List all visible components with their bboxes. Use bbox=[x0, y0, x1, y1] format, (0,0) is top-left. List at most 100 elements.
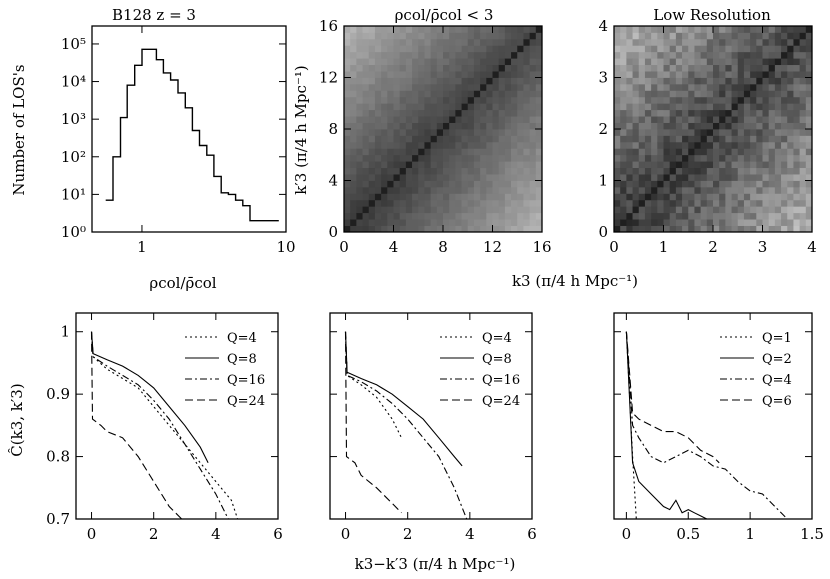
heatmap-cell bbox=[706, 219, 714, 226]
heatmap-cell bbox=[486, 186, 493, 194]
heatmap-cell bbox=[682, 83, 689, 91]
heatmap-cell bbox=[535, 167, 543, 175]
heatmap-cell bbox=[737, 38, 745, 46]
heatmap-cell bbox=[731, 129, 739, 136]
heatmap-cell bbox=[774, 51, 782, 59]
heatmap-cell bbox=[424, 32, 432, 40]
heatmap-cell bbox=[743, 51, 751, 59]
heatmap-cell bbox=[374, 174, 382, 181]
heatmap-cell bbox=[443, 199, 450, 207]
heatmap-cell bbox=[430, 129, 438, 136]
legend-label: Q=16 bbox=[227, 373, 265, 388]
heatmap-cell bbox=[436, 122, 444, 130]
heatmap-cell bbox=[504, 90, 512, 98]
heatmap-cell bbox=[694, 186, 702, 194]
heatmap-cell bbox=[393, 38, 401, 46]
heatmap-cell bbox=[774, 212, 782, 220]
heatmap-cell bbox=[455, 129, 462, 136]
heatmap-cell bbox=[473, 32, 481, 40]
heatmap-cell bbox=[511, 71, 518, 78]
heatmap-cell bbox=[418, 77, 425, 85]
heatmap-cell bbox=[368, 109, 376, 117]
heatmap-cell bbox=[725, 58, 732, 66]
heatmap-cell bbox=[504, 116, 512, 123]
series-line-Q-16 bbox=[344, 331, 468, 519]
heatmap-cell bbox=[374, 32, 382, 40]
heatmap-cell bbox=[492, 103, 500, 111]
heatmap-cell bbox=[620, 90, 627, 98]
heatmap-cell bbox=[523, 206, 531, 214]
heatmap-cell bbox=[688, 90, 695, 98]
heatmap-cell bbox=[663, 122, 671, 130]
heatmap-cell bbox=[713, 225, 720, 233]
heatmap-cell bbox=[750, 38, 757, 46]
heatmap-cell bbox=[473, 58, 481, 66]
heatmap-cell bbox=[498, 212, 506, 220]
heatmap-cell bbox=[694, 206, 702, 214]
heatmap-cell bbox=[743, 186, 751, 194]
heatmap-cell bbox=[436, 180, 444, 188]
heatmap-cell bbox=[393, 109, 401, 117]
heatmap-cell bbox=[523, 199, 531, 207]
heatmap-cell bbox=[393, 186, 401, 194]
heatmap-cell bbox=[737, 96, 745, 104]
heatmap-cell bbox=[799, 64, 807, 72]
heatmap-cell bbox=[344, 186, 351, 194]
heatmap-cell bbox=[620, 116, 627, 123]
heatmap-cell bbox=[669, 141, 677, 149]
heatmap-cell bbox=[374, 219, 382, 226]
heatmap-cell bbox=[626, 83, 633, 91]
heatmap-cell bbox=[511, 186, 518, 194]
heatmap-cell bbox=[393, 32, 401, 40]
heatmap-cell bbox=[651, 174, 658, 181]
heatmap-cell bbox=[455, 71, 462, 78]
heatmap-cell bbox=[762, 26, 770, 33]
heatmap-cell bbox=[781, 64, 788, 72]
heatmap-cell bbox=[430, 148, 438, 156]
heatmap-cell bbox=[449, 193, 456, 201]
heatmap-cell bbox=[781, 58, 788, 66]
heatmap-cell bbox=[793, 141, 801, 149]
heatmap-cell bbox=[387, 154, 394, 162]
heatmap-cell bbox=[449, 90, 456, 98]
heatmap-cell bbox=[461, 58, 469, 66]
heatmap-cell bbox=[793, 199, 801, 207]
x-tick-label: 2 bbox=[149, 525, 159, 543]
heatmap-cell bbox=[436, 225, 444, 233]
heatmap-cell bbox=[731, 161, 739, 169]
heatmap-cell bbox=[430, 225, 438, 233]
heatmap-cell bbox=[523, 154, 531, 162]
legend-label: Q=8 bbox=[482, 352, 512, 367]
heatmap-cell bbox=[762, 38, 770, 46]
heatmap-cell bbox=[443, 141, 450, 149]
heatmap-cell bbox=[405, 26, 413, 33]
heatmap-cell bbox=[762, 219, 770, 226]
heatmap-cell bbox=[737, 186, 745, 194]
heatmap-cell bbox=[700, 58, 708, 66]
heatmap-cell bbox=[626, 116, 633, 123]
heatmap-cell bbox=[651, 51, 658, 59]
heatmap-cell bbox=[517, 71, 524, 78]
heatmap-cell bbox=[393, 103, 401, 111]
heatmap-cell bbox=[787, 174, 794, 181]
heatmap-cell bbox=[614, 71, 621, 78]
heatmap-cell bbox=[781, 148, 788, 156]
heatmap-cell bbox=[614, 77, 621, 85]
heatmap-cell bbox=[467, 206, 475, 214]
heatmap-cell bbox=[492, 83, 500, 91]
heatmap-cell bbox=[393, 77, 401, 85]
heatmap-cell bbox=[756, 38, 763, 46]
heatmap-cell bbox=[412, 193, 419, 201]
heatmap-cell bbox=[523, 83, 531, 91]
heatmap-cell bbox=[418, 64, 425, 72]
y-tick-label: 10⁵ bbox=[61, 35, 86, 53]
heatmap-cell bbox=[688, 26, 695, 33]
heatmap-cell bbox=[737, 90, 745, 98]
heatmap-cell bbox=[768, 141, 776, 149]
heatmap-cell bbox=[632, 148, 640, 156]
heatmap-cell bbox=[781, 167, 788, 175]
heatmap-cell bbox=[737, 180, 745, 188]
heatmap-cell bbox=[430, 154, 438, 162]
heatmap-cell bbox=[344, 83, 351, 91]
